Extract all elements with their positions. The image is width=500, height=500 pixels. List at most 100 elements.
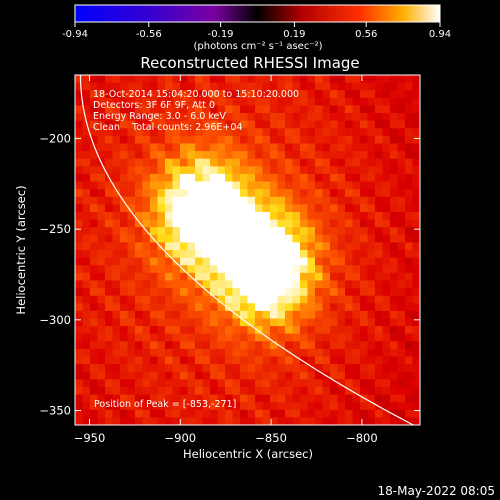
heatmap-cell bbox=[225, 97, 234, 107]
heatmap-cell bbox=[352, 402, 361, 411]
heatmap-cell bbox=[217, 158, 226, 167]
heatmap-cell bbox=[382, 303, 391, 312]
heatmap-cell bbox=[330, 348, 339, 358]
heatmap-cell bbox=[300, 356, 309, 365]
heatmap-cell bbox=[157, 394, 166, 403]
heatmap-cell bbox=[337, 379, 346, 388]
heatmap-cell bbox=[375, 166, 384, 175]
heatmap-cell bbox=[390, 196, 399, 205]
heatmap-cell bbox=[405, 128, 414, 137]
heatmap-cell bbox=[270, 386, 279, 396]
heatmap-cell bbox=[165, 379, 174, 388]
heatmap-cell bbox=[360, 303, 369, 312]
heatmap-cell bbox=[285, 97, 294, 107]
heatmap-cell bbox=[90, 303, 99, 312]
heatmap-cell bbox=[322, 166, 331, 175]
heatmap-cell bbox=[277, 356, 286, 365]
heatmap-cell bbox=[337, 166, 346, 175]
heatmap-cell bbox=[112, 402, 121, 411]
heatmap-cell bbox=[337, 189, 346, 198]
heatmap-cell bbox=[270, 97, 279, 107]
heatmap-cell bbox=[262, 75, 271, 84]
heatmap-cell bbox=[397, 341, 406, 350]
heatmap-cell bbox=[337, 265, 346, 274]
heatmap-cell bbox=[225, 333, 234, 342]
heatmap-cell bbox=[97, 394, 106, 403]
heatmap-cell bbox=[135, 204, 144, 213]
heatmap-cell bbox=[322, 257, 331, 266]
heatmap-cell bbox=[120, 234, 129, 243]
heatmap-cell bbox=[315, 341, 324, 350]
heatmap-cell bbox=[225, 250, 234, 259]
heatmap-cell bbox=[142, 105, 151, 114]
heatmap-cell bbox=[330, 265, 339, 274]
heatmap-cell bbox=[300, 402, 309, 411]
heatmap-cell bbox=[165, 196, 174, 205]
heatmap-cell bbox=[322, 135, 331, 145]
heatmap-cell bbox=[270, 173, 279, 183]
heatmap-cell bbox=[360, 288, 369, 297]
heatmap-cell bbox=[180, 189, 189, 198]
heatmap-cell bbox=[277, 303, 286, 312]
heatmap-cell bbox=[367, 417, 376, 425]
heatmap-cell bbox=[105, 105, 114, 114]
heatmap-cell bbox=[120, 409, 129, 418]
heatmap-cell bbox=[247, 211, 256, 221]
heatmap-cell bbox=[367, 402, 376, 411]
heatmap-cell bbox=[195, 402, 204, 411]
heatmap-cell bbox=[165, 105, 174, 114]
heatmap-cell bbox=[210, 280, 219, 289]
heatmap-cell bbox=[165, 417, 174, 425]
heatmap-cell bbox=[232, 181, 241, 190]
x-tick-label: −900 bbox=[165, 431, 197, 445]
heatmap-cell bbox=[412, 318, 420, 327]
heatmap-cell bbox=[202, 82, 211, 91]
heatmap-cell bbox=[412, 371, 420, 380]
heatmap-cell bbox=[165, 166, 174, 175]
heatmap-cell bbox=[277, 82, 286, 91]
heatmap-cell bbox=[135, 364, 144, 373]
heatmap-cell bbox=[150, 120, 159, 129]
heatmap-cell bbox=[150, 135, 159, 145]
heatmap-cell bbox=[142, 75, 151, 84]
heatmap-cell bbox=[270, 333, 279, 342]
heatmap-cell bbox=[382, 379, 391, 388]
heatmap-cell bbox=[217, 204, 226, 213]
heatmap-cell bbox=[97, 90, 106, 99]
heatmap-cell bbox=[180, 409, 189, 418]
heatmap-cell bbox=[390, 158, 399, 167]
heatmap-cell bbox=[375, 196, 384, 205]
heatmap-cell bbox=[120, 90, 129, 99]
heatmap-cell bbox=[397, 333, 406, 342]
heatmap-cell bbox=[262, 173, 271, 183]
heatmap-cell bbox=[150, 97, 159, 107]
heatmap-cell bbox=[307, 135, 316, 145]
heatmap-cell bbox=[105, 189, 114, 198]
heatmap-cell bbox=[270, 105, 279, 114]
heatmap-cell bbox=[195, 326, 204, 335]
heatmap-cell bbox=[390, 310, 399, 320]
heatmap-cell bbox=[345, 288, 354, 297]
heatmap-cell bbox=[75, 120, 84, 129]
heatmap-cell bbox=[142, 288, 151, 297]
heatmap-cell bbox=[232, 234, 241, 243]
heatmap-cell bbox=[330, 90, 339, 99]
heatmap-cell bbox=[405, 310, 414, 320]
heatmap-cell bbox=[337, 128, 346, 137]
heatmap-cell bbox=[105, 326, 114, 335]
heatmap-cell bbox=[345, 181, 354, 190]
heatmap-cell bbox=[337, 288, 346, 297]
heatmap-cell bbox=[307, 75, 316, 84]
heatmap-cell bbox=[232, 143, 241, 152]
heatmap-cell bbox=[210, 166, 219, 175]
heatmap-cell bbox=[97, 82, 106, 91]
heatmap-cell bbox=[240, 417, 249, 425]
heatmap-cell bbox=[307, 234, 316, 243]
heatmap-cell bbox=[75, 409, 84, 418]
heatmap-cell bbox=[405, 341, 414, 350]
heatmap-cell bbox=[352, 181, 361, 190]
heatmap-cell bbox=[397, 97, 406, 107]
heatmap-cell bbox=[375, 143, 384, 152]
heatmap-cell bbox=[75, 181, 84, 190]
heatmap-cell bbox=[142, 143, 151, 152]
